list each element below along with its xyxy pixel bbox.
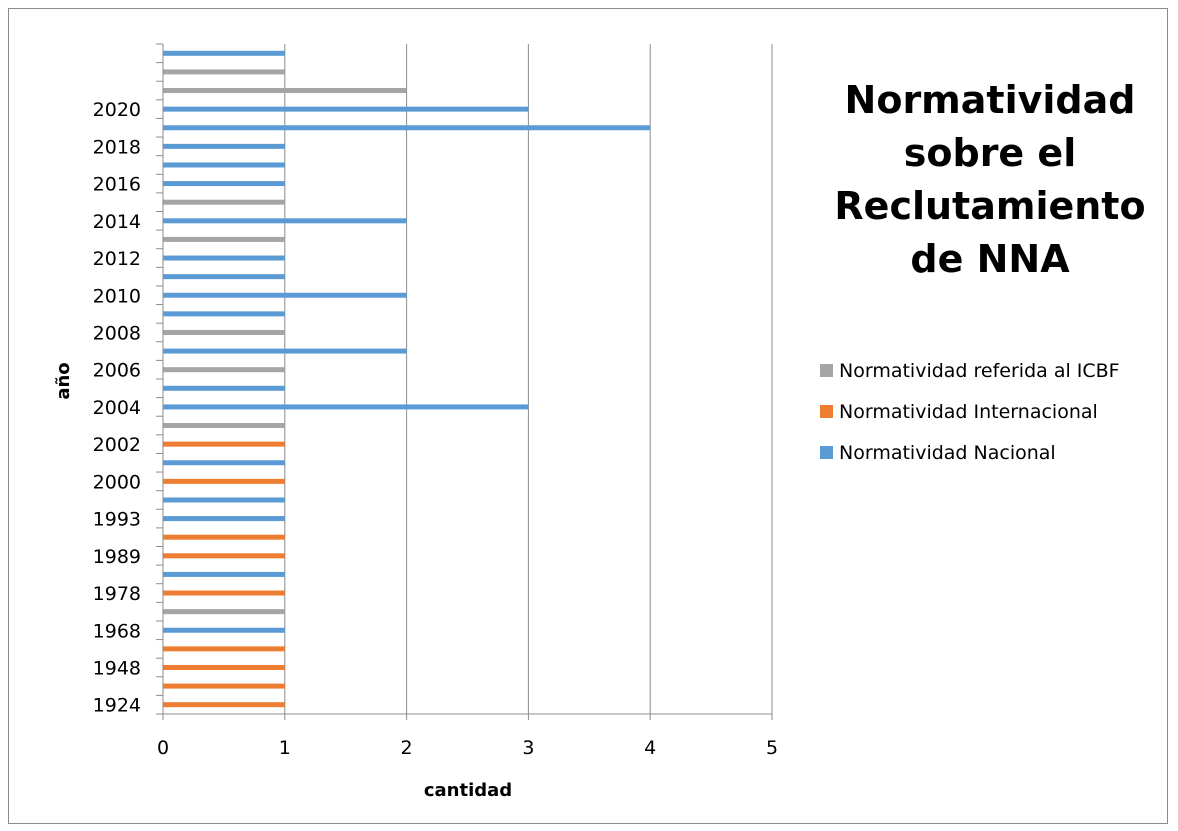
y-tick-label: 2010 [93, 285, 141, 307]
legend-item-nacional: Normatividad Nacional [820, 441, 1120, 464]
y-tick-label: 2016 [93, 174, 141, 196]
bar [163, 143, 285, 149]
bar [163, 292, 407, 298]
legend-label-internacional: Normatividad Internacional [839, 400, 1098, 423]
y-tick-label: 1924 [93, 695, 141, 717]
bar [163, 441, 285, 447]
x-tick-label: 4 [644, 737, 656, 759]
bar [163, 460, 285, 466]
x-tick-labels: 0 1 2 3 4 5 [157, 737, 778, 759]
x-tick-label: 5 [766, 737, 778, 759]
bar [163, 181, 285, 187]
bar [163, 255, 285, 261]
legend-label-nacional: Normatividad Nacional [839, 441, 1056, 464]
bar [163, 329, 285, 335]
bar [163, 404, 529, 410]
y-axis-title: año [53, 362, 74, 399]
legend-label-icbf: Normatividad referida al ICBF [839, 359, 1120, 382]
bar [163, 571, 285, 577]
y-tick-label: 1978 [93, 583, 141, 605]
legend: Normatividad referida al ICBF Normativid… [820, 360, 1120, 483]
bar [163, 664, 285, 670]
legend-item-internacional: Normatividad Internacional [820, 400, 1120, 423]
bar [163, 88, 407, 94]
bars [163, 50, 651, 708]
bar [163, 627, 285, 633]
y-tick-label: 1968 [93, 620, 141, 642]
bar [163, 702, 285, 708]
bar [163, 125, 651, 131]
y-tick-label: 2008 [93, 322, 141, 344]
bar [163, 236, 285, 242]
legend-swatch-icbf [820, 364, 833, 377]
bar [163, 609, 285, 615]
legend-swatch-nacional [820, 446, 833, 459]
bar [163, 516, 285, 522]
x-tick-label: 3 [522, 737, 534, 759]
bar [163, 423, 285, 429]
y-tick-label: 2012 [93, 248, 141, 270]
y-tick-label: 1993 [93, 509, 141, 531]
bar [163, 553, 285, 559]
chart-title: Normatividad sobre el Reclutamiento de N… [834, 78, 1146, 281]
y-tick-label: 2004 [93, 397, 141, 419]
bar [163, 218, 407, 224]
gridlines [284, 44, 773, 714]
bar [163, 162, 285, 168]
legend-swatch-internacional [820, 405, 833, 418]
bar [163, 348, 407, 354]
bar [163, 385, 285, 391]
bar [163, 274, 285, 280]
y-tick-label: 2006 [93, 360, 141, 382]
bar [163, 50, 285, 56]
x-axis-title: cantidad [424, 780, 512, 801]
y-tick-label: 2000 [93, 471, 141, 493]
bar [163, 199, 285, 205]
bar [163, 106, 529, 112]
bar [163, 590, 285, 596]
y-tick-label: 2014 [93, 211, 141, 233]
bar [163, 311, 285, 317]
y-tick-label: 2018 [93, 136, 141, 158]
y-tick-label: 1948 [93, 657, 141, 679]
axes [156, 43, 773, 720]
y-tick-label: 1989 [93, 546, 141, 568]
bar [163, 69, 285, 75]
legend-item-icbf: Normatividad referida al ICBF [820, 359, 1120, 382]
y-tick-labels: 1924 1948 1968 1978 1989 1993 2000 2002 2004 2006… [93, 99, 141, 717]
y-tick-label: 2020 [93, 99, 141, 121]
bar [163, 497, 285, 503]
y-tick-label: 2002 [93, 434, 141, 456]
x-tick-label: 2 [401, 737, 413, 759]
bar [163, 478, 285, 484]
x-tick-label: 0 [157, 737, 169, 759]
x-tick-label: 1 [279, 737, 291, 759]
bar [163, 534, 285, 540]
bar [163, 367, 285, 373]
bar [163, 646, 285, 652]
bar [163, 683, 285, 689]
